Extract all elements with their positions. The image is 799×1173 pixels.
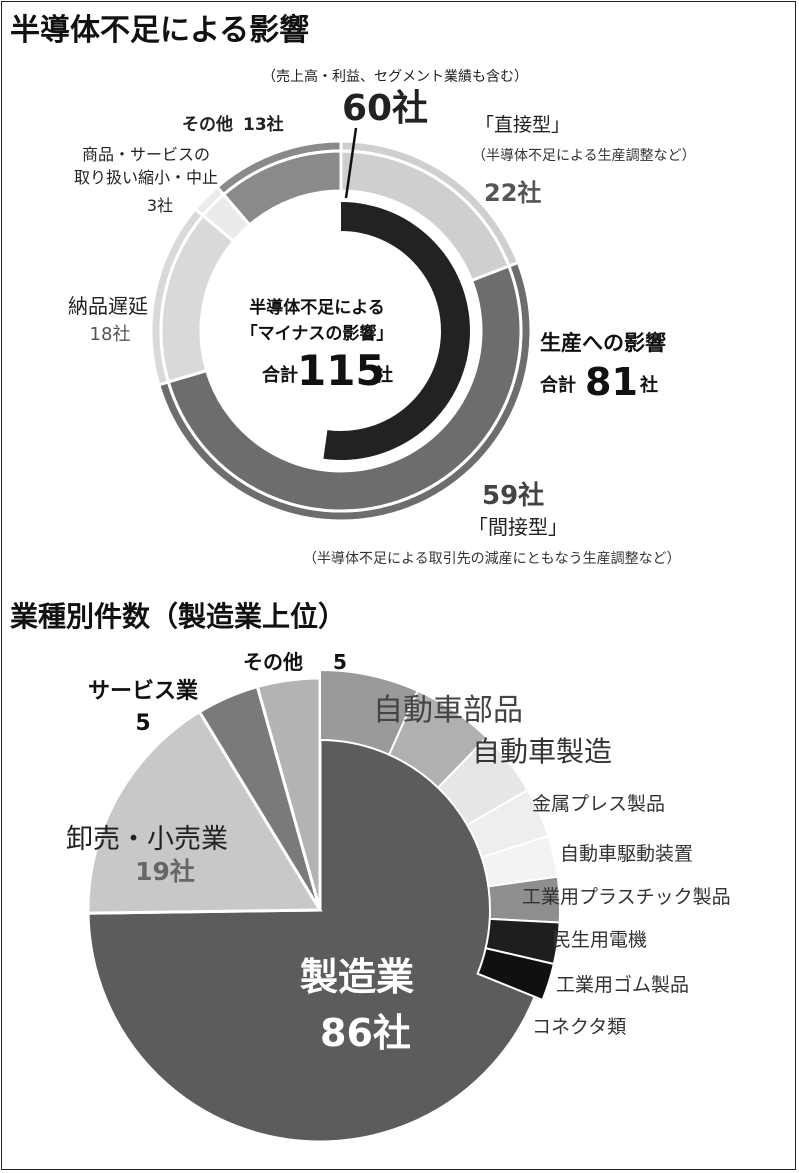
- other-value: 13社: [243, 114, 284, 135]
- service-value: 5: [135, 711, 150, 736]
- delay-value: 18社: [90, 324, 131, 345]
- center-line2: 「マイナスの影響」: [241, 323, 394, 344]
- chart1-title: 半導体不足による影響: [10, 13, 309, 48]
- breakdown-label-3: 自動車駆動装置: [560, 843, 693, 865]
- direct-type-name: 「直接型」: [475, 114, 570, 136]
- production-group-name: 生産への影響: [540, 331, 666, 355]
- inner-slice: [323, 202, 471, 460]
- other2-name: その他: [243, 650, 303, 674]
- direct-type-value: 22社: [484, 179, 541, 207]
- shrink-value: 3社: [147, 196, 173, 215]
- industry-pie: [86, 676, 554, 1144]
- industry-pie-chart: 業種別件数（製造業上位） 製造業 86社 卸売・小売業 19社 サービス業 5 …: [10, 600, 731, 1144]
- inner-value-label: 60社: [342, 88, 428, 129]
- center-total-value: 115: [297, 346, 385, 395]
- breakdown-label-0: 自動車部品: [373, 693, 523, 728]
- inner-ring: [323, 202, 471, 460]
- pie-slice-1: [86, 709, 323, 915]
- breakdown-label-7: コネクタ類: [532, 1016, 626, 1038]
- production-total-prefix: 合計: [540, 374, 576, 396]
- breakdown-label-2: 金属プレス製品: [532, 793, 665, 815]
- wholesale-name: 卸売・小売業: [66, 824, 228, 855]
- manufacturing-name: 製造業: [300, 955, 414, 999]
- breakdown-label-6: 工業用ゴム製品: [556, 974, 689, 996]
- outer-ring: [149, 139, 533, 523]
- breakdown-label-5: 民生用電機: [552, 929, 647, 951]
- breakdown-label-4: 工業用プラスチック製品: [522, 886, 731, 908]
- service-name: サービス業: [88, 679, 199, 704]
- callout-line-60: [344, 127, 358, 199]
- outer-band-4: [221, 149, 343, 227]
- center-total-unit: 社: [375, 364, 393, 386]
- manufacturing-breakdown: [319, 668, 561, 1002]
- other-name: その他: [182, 114, 233, 135]
- wholesale-value: 19社: [135, 857, 195, 886]
- impact-donut-chart: 半導体不足による影響 （売上高・利益、セグメント業績も含む） 60社 「直接型」…: [10, 13, 696, 567]
- breakdown-slice-7: [476, 947, 556, 1002]
- indirect-type-value: 59社: [482, 480, 544, 511]
- center-total-prefix: 合計: [262, 364, 298, 386]
- outer-band-2: [159, 213, 236, 384]
- outer-band-1: [166, 264, 523, 513]
- other2-value: 5: [333, 650, 347, 674]
- indirect-type-name: 「間接型」: [468, 515, 568, 539]
- center-line1: 半導体不足による: [249, 297, 385, 318]
- production-total-value: 81: [585, 360, 638, 404]
- chart1-note: （売上高・利益、セグメント業績も含む）: [262, 68, 528, 85]
- shrink-name-line2: 取り扱い縮小・中止: [74, 168, 218, 187]
- delay-name: 納品遅延: [68, 294, 148, 318]
- shrink-name-line1: 商品・サービスの: [82, 145, 210, 164]
- breakdown-label-1: 自動車製造: [472, 735, 612, 768]
- manufacturing-value: 86社: [320, 1011, 411, 1055]
- direct-type-desc: （半導体不足による生産調整など）: [472, 148, 696, 164]
- chart2-title: 業種別件数（製造業上位）: [10, 600, 346, 633]
- production-total-unit: 社: [640, 374, 658, 396]
- indirect-type-desc: （半導体不足による取引先の減産にともなう生産調整など）: [303, 550, 681, 567]
